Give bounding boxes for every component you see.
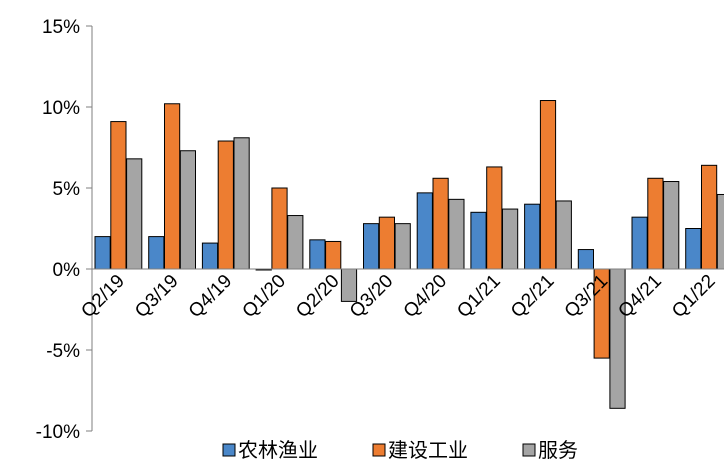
legend-label: 农林渔业 [238,438,318,462]
bar-con-Q3-20 [378,216,395,270]
bar-svc-Q1-20 [287,215,304,270]
bar-svc-Q3-19 [179,150,197,270]
bar-group-Q3-19 [148,103,197,270]
bar-group-Q2-20 [309,239,358,302]
bar-con-Q4-20 [432,177,449,270]
bar-group-Q1-20 [255,187,304,271]
bar-group-Q4-20 [416,177,465,270]
bar-svc-Q4-19 [233,137,250,270]
y-tick-label: 5% [53,179,81,200]
x-tick-label: Q4/20 [400,271,451,322]
bar-con-Q1-20 [271,187,288,270]
x-tick-label: Q2/20 [292,271,343,322]
bar-svc-Q2-19 [126,158,143,270]
bar-group-Q2-19 [94,121,143,270]
bar-svc-Q3-20 [394,223,411,270]
bar-svc-Q1-22 [716,193,724,270]
x-tick-label: Q1/20 [239,271,290,322]
bar-ag-Q4-19 [201,242,219,270]
bar-con-Q3-19 [164,103,181,270]
bar-con-Q4-19 [217,140,234,270]
y-tick-label: 15% [42,17,80,38]
bar-group-Q1-21 [470,166,519,270]
legend-item: 服务 [522,438,578,462]
bar-con-Q1-22 [701,164,718,270]
bar-ag-Q4-20 [416,192,433,270]
bar-group-Q4-19 [201,137,250,270]
bar-svc-Q2-20 [340,268,358,302]
bar-group-Q3-20 [363,216,411,270]
x-tick-label: Q1/22 [668,271,719,322]
bar-ag-Q3-21 [577,249,594,270]
y-axis: -10% -5% 0% 5% 10% 15% [36,17,93,443]
bar-group-Q4-21 [631,177,680,270]
x-tick-label: Q3/19 [131,271,182,322]
bar-ag-Q2-20 [309,239,326,270]
x-tick-label: Q2/19 [77,271,128,322]
legend-swatch [372,443,386,457]
bar-ag-Q3-20 [363,223,380,270]
bar-con-Q2-21 [539,100,557,270]
bar-svc-Q2-21 [555,200,572,270]
x-tick-label: Q4/19 [185,271,236,322]
bar-ag-Q2-21 [524,203,541,270]
bar-ag-Q2-19 [94,236,111,270]
x-tick-label: Q2/21 [507,271,558,322]
bar-group-Q3-21 [577,249,626,409]
bar-ag-Q3-19 [148,236,165,270]
x-tick-label: Q1/21 [453,271,504,322]
bar-group-Q2-21 [524,100,572,270]
bar-svc-Q1-21 [502,208,519,270]
y-tick-label: -10% [36,422,80,443]
bar-con-Q2-20 [325,240,342,270]
bar-group-Q1-22 [685,164,724,270]
bar-con-Q2-19 [110,121,127,270]
legend-swatch [222,443,236,457]
legend-label: 服务 [538,438,578,462]
bar-svc-Q3-21 [609,268,626,409]
legend-swatch [522,443,536,457]
y-tick-label: 10% [42,98,80,119]
bar-ag-Q4-21 [631,216,648,270]
x-axis: Q2/19 Q3/19 Q4/19 Q1/20 Q2/20 Q3/20 Q4/20 Q1/21… [77,268,724,322]
legend-item: 建设工业 [372,438,468,462]
bar-con-Q4-21 [647,177,664,270]
bars [94,100,724,409]
y-tick-label: -5% [46,341,80,362]
legend-label: 建设工业 [388,438,468,462]
bar-con-Q1-21 [486,166,503,270]
bar-svc-Q4-21 [663,181,680,270]
legend: 农林渔业 建设工业 服务 [222,438,578,462]
y-tick-label: 0% [53,260,81,281]
legend-item: 农林渔业 [222,438,318,462]
bar-ag-Q1-21 [470,211,487,270]
bar-svc-Q4-20 [448,198,465,270]
bar-ag-Q1-22 [685,228,702,270]
